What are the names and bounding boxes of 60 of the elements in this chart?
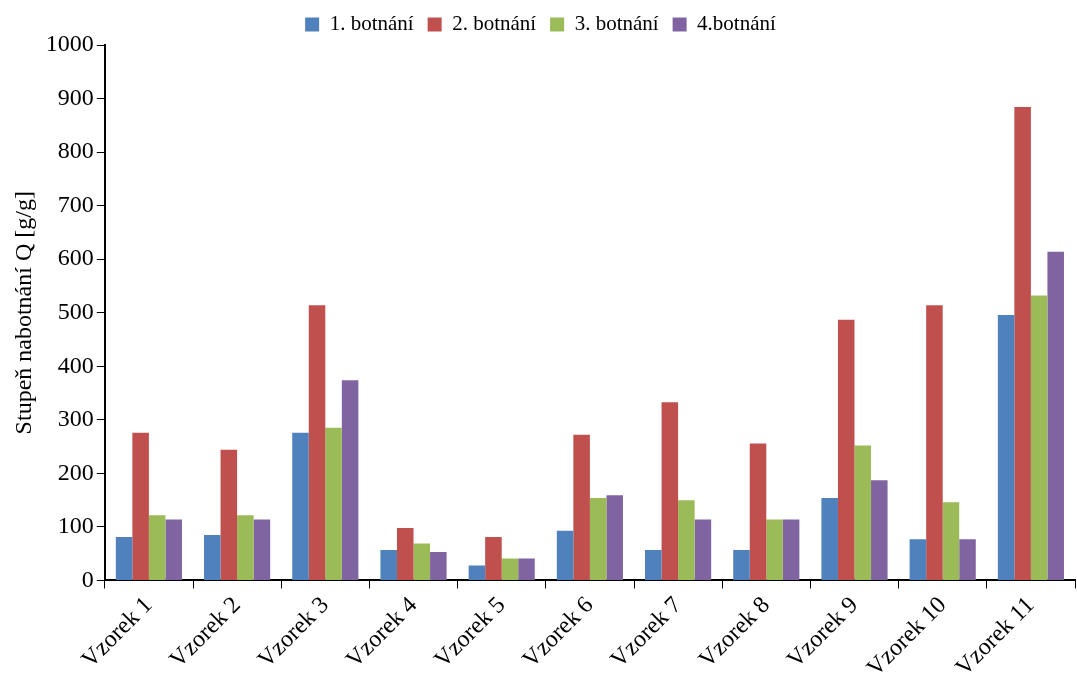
y-tick-label: 800 — [57, 137, 94, 164]
bar — [341, 380, 359, 580]
y-tick-label: 900 — [57, 83, 94, 110]
bar — [237, 515, 254, 580]
bar — [220, 449, 238, 580]
bar — [997, 314, 1015, 580]
y-tick-label: 700 — [57, 190, 94, 217]
y-tick-label: 1000 — [45, 30, 94, 57]
bar — [909, 539, 927, 580]
y-tick-label: 400 — [57, 351, 94, 378]
bar — [253, 519, 271, 580]
bar — [1014, 107, 1031, 580]
bar — [959, 539, 976, 580]
bar — [485, 537, 502, 580]
bar — [749, 443, 767, 580]
bar — [308, 305, 326, 580]
bar — [396, 528, 414, 580]
bar — [204, 534, 221, 580]
y-tick-label: 200 — [57, 458, 94, 485]
bar — [325, 427, 342, 580]
legend-label: 1. botnání — [329, 11, 414, 36]
bar — [606, 495, 623, 580]
bar — [733, 549, 750, 580]
bar — [1030, 295, 1048, 580]
bar — [132, 432, 149, 580]
bar — [694, 519, 712, 580]
legend-label: 3. botnání — [574, 11, 659, 36]
bar — [380, 549, 397, 580]
bar — [1047, 251, 1064, 580]
bar — [926, 305, 943, 580]
y-tick-label: 100 — [57, 512, 94, 539]
y-tick-label: 300 — [57, 405, 94, 432]
bar — [430, 552, 447, 580]
bar — [573, 434, 590, 580]
bar — [871, 480, 888, 580]
bar — [413, 543, 431, 580]
y-axis-title: Stupeň nabotnání Q [g/g] — [9, 191, 36, 435]
bar — [942, 502, 960, 580]
bar — [518, 558, 535, 580]
bar — [292, 432, 309, 580]
bar — [501, 558, 519, 580]
bar — [782, 519, 800, 580]
legend-label: 2. botnání — [452, 11, 537, 36]
bar — [468, 565, 486, 580]
y-tick-label: 600 — [57, 244, 94, 271]
bar — [556, 530, 574, 580]
y-tick-label: 0 — [81, 565, 94, 592]
bar — [821, 498, 838, 580]
bar — [165, 519, 182, 580]
legend-label: 4.botnání — [697, 11, 777, 36]
y-tick-label: 500 — [57, 298, 94, 325]
bar — [837, 319, 855, 580]
bar — [854, 445, 872, 580]
bar — [589, 498, 607, 580]
bar — [645, 549, 662, 580]
bar — [678, 500, 695, 580]
bar — [661, 402, 679, 580]
bar — [766, 519, 783, 580]
bar — [115, 537, 133, 580]
bar — [148, 515, 166, 580]
